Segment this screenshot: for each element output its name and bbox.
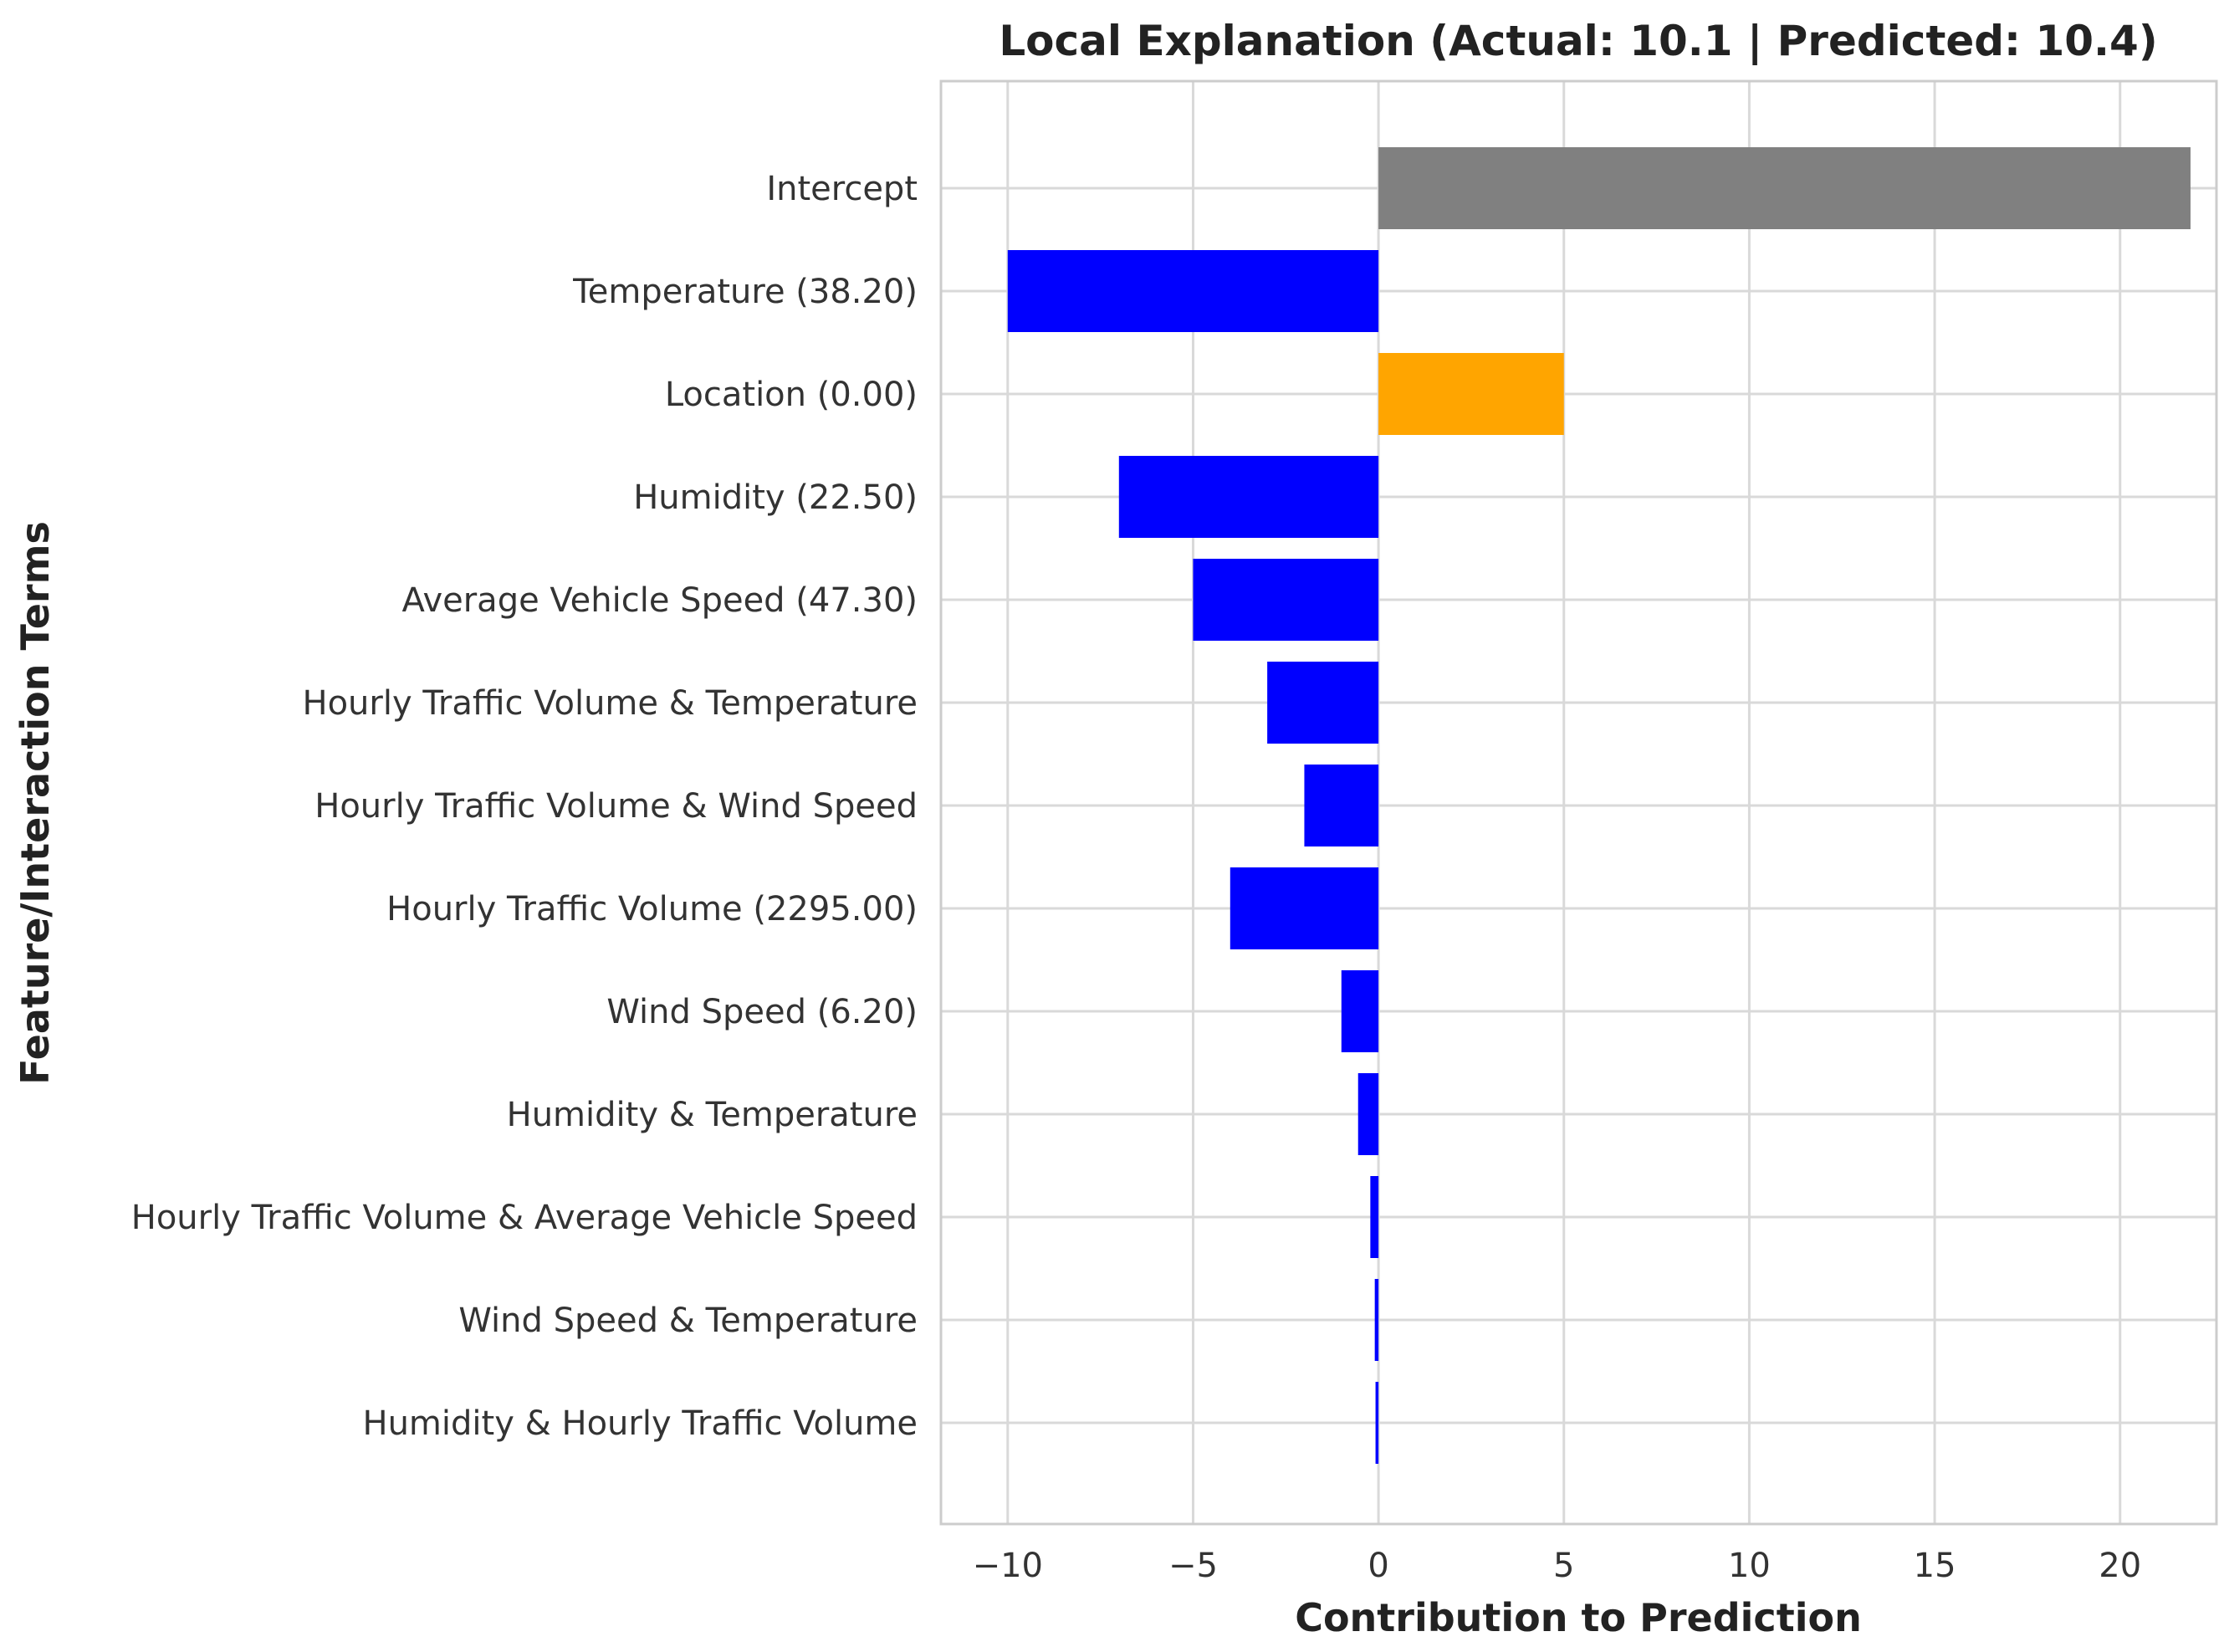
x-tick-label-4: 10 <box>1728 1547 1771 1585</box>
bar-3 <box>1118 456 1379 538</box>
bar-9 <box>1357 1073 1379 1155</box>
category-label-4: Average Vehicle Speed (47.30) <box>401 581 918 620</box>
bar-12 <box>1375 1382 1379 1464</box>
bar-11 <box>1374 1279 1379 1361</box>
bar-0 <box>1378 147 2191 229</box>
category-label-10: Hourly Traffic Volume & Average Vehicle … <box>131 1199 918 1237</box>
chart-title: Local Explanation (Actual: 10.1 | Predic… <box>999 17 2157 65</box>
bar-5 <box>1267 662 1379 744</box>
category-label-8: Wind Speed (6.20) <box>606 993 918 1031</box>
x-tick-label-1: −5 <box>1168 1547 1218 1585</box>
category-labels: Intercept Temperature (38.20) Location (0.… <box>131 170 918 1443</box>
category-label-2: Location (0.00) <box>665 376 918 414</box>
category-label-7: Hourly Traffic Volume (2295.00) <box>386 890 918 928</box>
bars <box>1007 147 2191 1464</box>
category-label-3: Humidity (22.50) <box>633 478 918 517</box>
x-axis-label: Contribution to Prediction <box>1295 1595 1862 1640</box>
x-tick-label-6: 20 <box>2099 1547 2141 1585</box>
x-tick-label-0: −10 <box>973 1547 1043 1585</box>
x-tick-label-5: 15 <box>1914 1547 1956 1585</box>
bar-6 <box>1304 765 1379 846</box>
category-label-0: Intercept <box>766 170 918 208</box>
y-axis-label: Feature/Interaction Terms <box>13 521 58 1085</box>
category-label-9: Humidity & Temperature <box>507 1096 918 1134</box>
x-tick-label-2: 0 <box>1368 1547 1388 1585</box>
category-label-5: Hourly Traffic Volume & Temperature <box>302 684 918 723</box>
category-label-1: Temperature (38.20) <box>572 273 918 311</box>
x-tick-label-3: 5 <box>1553 1547 1574 1585</box>
bar-8 <box>1341 970 1379 1052</box>
bar-2 <box>1378 353 1564 435</box>
bar-7 <box>1230 867 1379 949</box>
plot-frame <box>939 79 2218 1526</box>
x-tick-labels: −10 −5 0 5 10 15 20 <box>973 1547 2142 1585</box>
bar-10 <box>1370 1176 1379 1258</box>
category-label-12: Humidity & Hourly Traffic Volume <box>363 1404 918 1443</box>
bar-4 <box>1193 559 1379 641</box>
category-label-6: Hourly Traffic Volume & Wind Speed <box>314 787 918 826</box>
bar-1 <box>1007 250 1379 332</box>
category-label-11: Wind Speed & Temperature <box>458 1302 918 1340</box>
